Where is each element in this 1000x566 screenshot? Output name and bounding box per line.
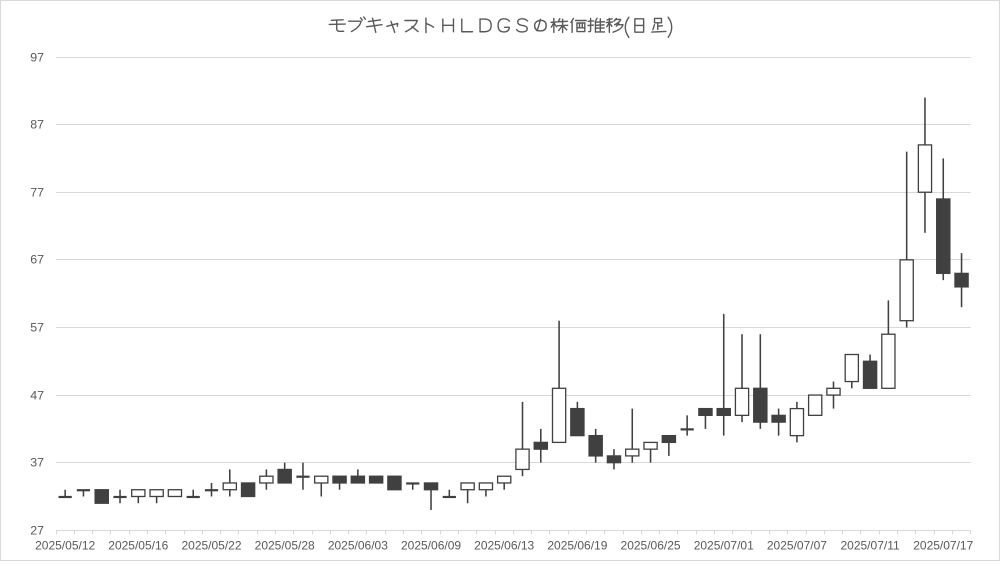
svg-text:2025/05/22: 2025/05/22 <box>181 539 241 553</box>
svg-text:2025/05/28: 2025/05/28 <box>255 539 315 553</box>
svg-text:2025/05/12: 2025/05/12 <box>35 539 95 553</box>
svg-text:77: 77 <box>30 186 44 200</box>
svg-text:2025/06/13: 2025/06/13 <box>474 539 534 553</box>
svg-text:37: 37 <box>30 456 44 470</box>
svg-text:67: 67 <box>30 253 44 267</box>
svg-text:2025/05/16: 2025/05/16 <box>108 539 168 553</box>
svg-text:57: 57 <box>30 321 44 335</box>
svg-text:2025/07/07: 2025/07/07 <box>767 539 827 553</box>
svg-text:2025/07/17: 2025/07/17 <box>913 539 973 553</box>
svg-text:2025/06/19: 2025/06/19 <box>547 539 607 553</box>
svg-text:27: 27 <box>30 524 44 538</box>
svg-text:2025/06/25: 2025/06/25 <box>621 539 681 553</box>
svg-text:2025/07/11: 2025/07/11 <box>840 539 899 553</box>
svg-text:2025/06/09: 2025/06/09 <box>401 539 461 553</box>
svg-text:2025/07/01: 2025/07/01 <box>694 539 754 553</box>
svg-text:47: 47 <box>30 389 44 403</box>
svg-text:97: 97 <box>30 51 44 65</box>
svg-text:2025/06/03: 2025/06/03 <box>328 539 388 553</box>
svg-text:87: 87 <box>30 118 44 132</box>
